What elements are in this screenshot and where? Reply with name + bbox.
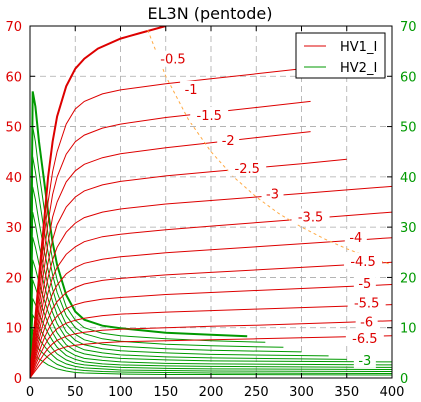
- curve-label-bg: [180, 80, 203, 97]
- y2-tick-label: 50: [400, 121, 417, 136]
- y2-tick-label: 60: [400, 70, 417, 85]
- x-tick-label: 350: [334, 385, 359, 400]
- curve-label: -3.5: [298, 211, 323, 226]
- curve-label-bg: [345, 329, 384, 346]
- x-tick-label: 100: [108, 385, 133, 400]
- y2-tick-label: 0: [400, 372, 408, 387]
- y-tick-label: 0: [14, 372, 22, 387]
- y2-tick-label: 70: [400, 20, 417, 35]
- curve-label-bg: [228, 159, 267, 176]
- curve-labels-group: -0.5-1 -1.5-2-2.5 -3 -3.5 -4 -4.5 -5 -5.5 -6-6.5…: [153, 50, 386, 369]
- curve-label-bg: [190, 107, 229, 124]
- y-tick-label: 60: [5, 70, 22, 85]
- curve-label: -5: [358, 277, 371, 292]
- hv1-series-line: [30, 284, 392, 378]
- hv2-series-group: [30, 91, 392, 378]
- hv2-series-line: [30, 126, 266, 378]
- hv1-series-line: [30, 26, 167, 378]
- curve-label: -2: [222, 134, 235, 149]
- curve-label: -2.5: [235, 162, 260, 177]
- curve-label: -4.5: [350, 255, 375, 270]
- ticks-group: 0 50 100 150 200 250 300 350 4000102030405060700…: [5, 20, 416, 400]
- curve-label-bg: [217, 132, 240, 149]
- curve-label: -0.5: [160, 53, 185, 68]
- x-tick-label: 150: [153, 385, 178, 400]
- hv1-series-group: [30, 26, 392, 378]
- curve-label: -6.5: [352, 332, 377, 347]
- curve-label-bg: [353, 274, 376, 291]
- y-tick-label: 30: [5, 221, 22, 236]
- curve-label: -1.5: [197, 109, 222, 124]
- legend-label: HV2_I: [340, 61, 377, 76]
- hv2-series-line: [30, 156, 284, 378]
- curve-label-bg: [344, 252, 383, 269]
- hv1-series-line: [30, 100, 311, 378]
- legend: HV1_I HV2_I: [295, 32, 386, 79]
- x-tick-label: 50: [67, 385, 84, 400]
- hv1-series-line: [30, 304, 392, 378]
- y-tick-label: 50: [5, 121, 22, 136]
- y2-tick-label: 30: [400, 221, 417, 236]
- y2-tick-label: 40: [400, 171, 417, 186]
- curve-label-bg: [261, 185, 284, 202]
- x-tick-label: 250: [244, 385, 269, 400]
- hv1-series-line: [30, 261, 392, 378]
- curve-label: -4: [349, 231, 362, 246]
- curve-label: -3: [266, 187, 279, 202]
- curve-label-bg: [355, 313, 378, 330]
- hv1-series-line: [30, 335, 392, 378]
- curve-label: -6: [360, 316, 373, 331]
- power-limit-group: [147, 29, 392, 266]
- hv1-series-line: [30, 131, 311, 378]
- grid: [30, 26, 392, 378]
- y2-tick-label: 20: [400, 271, 417, 286]
- chart-title: EL3N (pentode): [148, 4, 273, 23]
- power-limit-line: [147, 29, 392, 266]
- x-tick-label: 300: [289, 385, 314, 400]
- y-tick-label: 20: [5, 271, 22, 286]
- curve-label-bg: [344, 229, 367, 246]
- curve-label-bg: [291, 208, 330, 225]
- legend-label: HV1_I: [340, 40, 377, 55]
- hv2-series-line: [30, 186, 302, 378]
- x-tick-label: 0: [26, 385, 34, 400]
- hv1-series-line: [30, 237, 392, 378]
- curve-label-bg: [347, 294, 386, 311]
- hv1-series-line: [30, 320, 392, 378]
- y2-tick-label: 10: [400, 322, 417, 337]
- curve-label: -5.5: [354, 297, 379, 312]
- y-tick-label: 40: [5, 171, 22, 186]
- curve-label: -1: [185, 83, 198, 98]
- curve-label: -3: [358, 354, 371, 369]
- hv1-series-line: [30, 158, 347, 378]
- hv2-series-line: [30, 237, 347, 378]
- x-tick-label: 200: [199, 385, 224, 400]
- hv2-series-line: [30, 211, 329, 378]
- y-tick-label: 10: [5, 322, 22, 337]
- hv1-series-line: [30, 211, 392, 378]
- curve-label-bg: [353, 351, 376, 368]
- legend-box: [295, 32, 386, 79]
- x-tick-label: 400: [380, 385, 405, 400]
- curve-label-bg: [153, 50, 192, 67]
- y-tick-label: 70: [5, 20, 22, 35]
